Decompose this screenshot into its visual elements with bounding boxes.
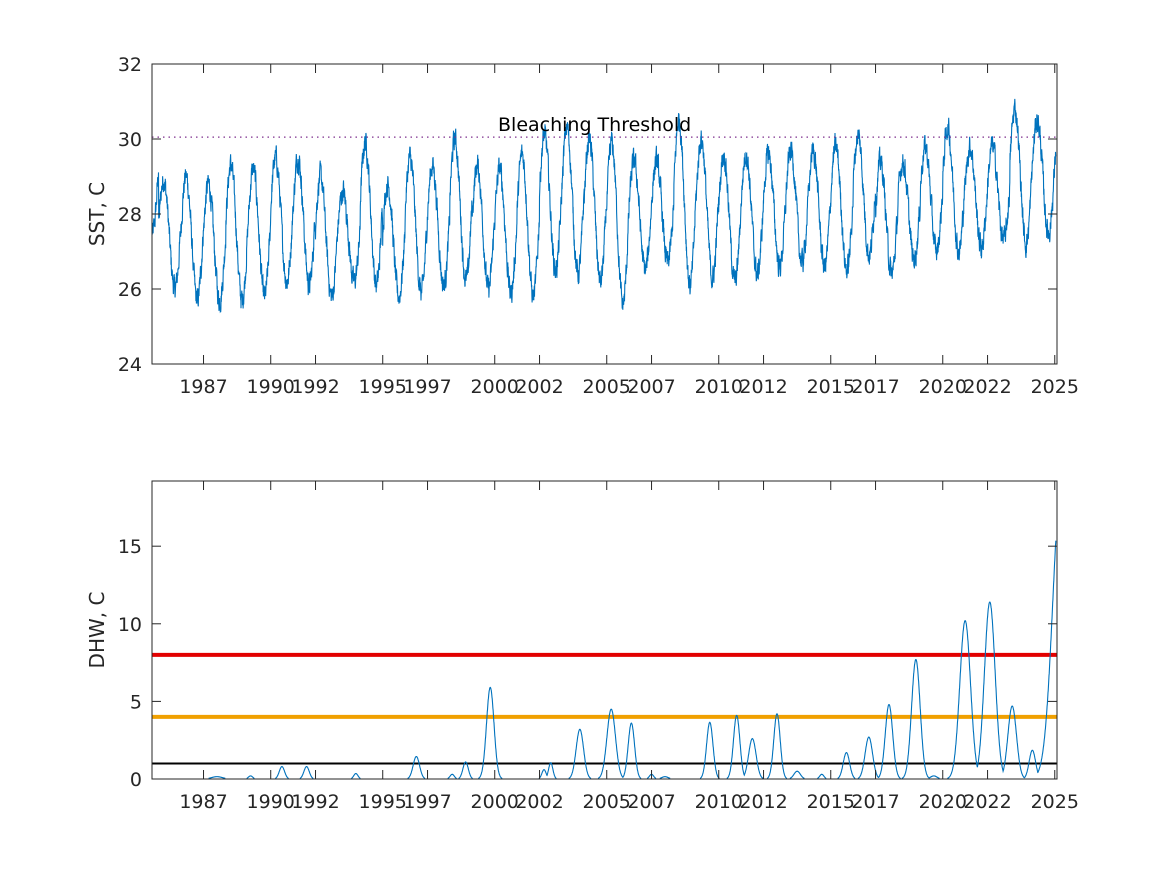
dhw-line <box>152 540 1057 780</box>
dhw-series-group <box>152 540 1057 780</box>
bleaching-threshold-label: Bleaching Threshold <box>498 114 691 136</box>
x-tick-label: 2000 <box>471 376 519 398</box>
x-tick-label: 2012 <box>739 791 787 813</box>
y-tick-label: 32 <box>118 54 142 76</box>
sst-plot-area <box>152 64 1057 364</box>
x-tick-label: 1987 <box>179 376 227 398</box>
x-tick-label: 2005 <box>583 791 631 813</box>
x-tick-label: 1987 <box>179 791 227 813</box>
dhw-axes-box <box>151 480 1058 780</box>
x-tick-label: 1990 <box>247 791 295 813</box>
dhw-y-axis-label: DHW, C <box>85 592 109 669</box>
x-tick-label: 2015 <box>807 376 855 398</box>
y-tick-label: 5 <box>130 691 142 713</box>
y-tick-label: 28 <box>118 204 142 226</box>
x-tick-label: 1992 <box>291 791 339 813</box>
x-tick-label: 2017 <box>851 791 899 813</box>
sst-y-axis-label: SST, C <box>85 182 109 246</box>
x-tick-label: 2025 <box>1031 791 1079 813</box>
x-tick-label: 2020 <box>919 791 967 813</box>
x-tick-label: 2007 <box>627 376 675 398</box>
x-tick-label: 2010 <box>695 376 743 398</box>
x-tick-label: 2025 <box>1031 376 1079 398</box>
x-tick-label: 2007 <box>627 791 675 813</box>
sst-y-ticks: 24 26 28 30 32 <box>118 54 1057 376</box>
x-tick-label: 2010 <box>695 791 743 813</box>
y-tick-label: 26 <box>118 279 142 301</box>
x-tick-label: 1990 <box>247 376 295 398</box>
x-tick-label: 2000 <box>471 791 519 813</box>
sst-line <box>151 98 1057 314</box>
x-tick-label: 2022 <box>963 791 1011 813</box>
dhw-reference-lines <box>152 652 1057 765</box>
y-tick-label: 15 <box>118 536 142 558</box>
y-tick-label: 24 <box>118 354 142 376</box>
dhw-plot-area <box>152 481 1057 779</box>
dhw-y-ticks: 0 5 10 15 <box>118 536 1057 791</box>
x-tick-label: 1995 <box>359 376 407 398</box>
x-tick-label: 1995 <box>359 791 407 813</box>
x-tick-label: 1992 <box>291 376 339 398</box>
x-tick-label: 2017 <box>851 376 899 398</box>
x-tick-label: 2015 <box>807 791 855 813</box>
sst-series-group <box>151 98 1057 314</box>
x-tick-label: 2022 <box>963 376 1011 398</box>
x-tick-label: 1997 <box>403 376 451 398</box>
x-tick-label: 2005 <box>583 376 631 398</box>
x-tick-label: 2002 <box>515 376 563 398</box>
x-tick-label: 2012 <box>739 376 787 398</box>
x-tick-label: 2002 <box>515 791 563 813</box>
y-tick-label: 10 <box>118 614 142 636</box>
x-tick-label: 1997 <box>403 791 451 813</box>
x-tick-label: 2020 <box>919 376 967 398</box>
y-tick-label: 30 <box>118 129 142 151</box>
y-tick-label: 0 <box>130 769 142 791</box>
